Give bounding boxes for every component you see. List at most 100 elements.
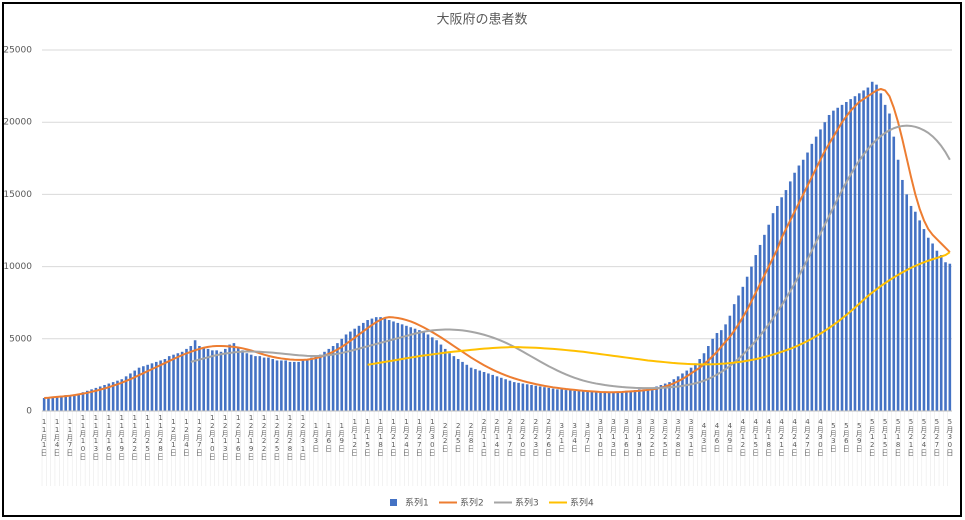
bar [124, 376, 128, 411]
bar [431, 337, 434, 411]
bar [314, 356, 318, 411]
bar [806, 152, 809, 412]
bar [853, 96, 857, 411]
bar [517, 382, 520, 411]
bar [573, 390, 576, 411]
bar [159, 360, 162, 411]
bar [254, 356, 257, 411]
x-tick-label: 1月6日 [325, 422, 333, 453]
x-tick-label: 12月22日 [260, 414, 268, 461]
bar [297, 361, 300, 411]
x-tick-label: 1月21日 [389, 418, 397, 457]
bar [914, 211, 917, 411]
bar [211, 350, 214, 411]
x-tick-label: 3月28日 [674, 418, 682, 457]
bar [625, 390, 628, 411]
x-tick-label: 4月18日 [765, 418, 773, 457]
bar [495, 376, 499, 411]
x-tick-label: 3月10日 [597, 418, 605, 457]
bar [422, 331, 425, 411]
bar [763, 234, 766, 411]
y-tick-label: 25000 [3, 46, 32, 56]
bar [236, 347, 240, 411]
bar [228, 344, 231, 411]
bar [331, 346, 335, 411]
bar [47, 397, 50, 411]
x-tick-label: 11月4日 [53, 418, 61, 457]
bar [262, 357, 266, 411]
bar [469, 367, 473, 411]
bar [905, 194, 909, 411]
bar [487, 373, 490, 411]
bar [392, 321, 395, 411]
x-tick-label: 3月19日 [635, 418, 643, 457]
bar [103, 385, 106, 411]
bar [836, 107, 840, 411]
bar [327, 348, 331, 411]
bar [318, 354, 322, 411]
bar [439, 344, 443, 411]
bar [732, 304, 736, 411]
x-tick-label: 3月1日 [558, 422, 566, 453]
x-tick-label: 12月28日 [286, 414, 294, 461]
bar [862, 90, 865, 411]
bar [724, 324, 727, 411]
bar [564, 390, 568, 411]
bar [452, 356, 456, 411]
y-tick-label: 5000 [9, 334, 32, 344]
x-tick-label: 1月3日 [312, 422, 320, 453]
bar [116, 380, 119, 411]
bar [616, 391, 620, 411]
bar [293, 361, 296, 411]
bar [788, 181, 792, 411]
x-tick-label: 12月16日 [234, 414, 242, 461]
x-tick-label: 4月24日 [791, 418, 799, 457]
bar [797, 165, 801, 411]
bar [146, 364, 149, 411]
bar [323, 351, 326, 411]
x-tick-label: 12月4日 [182, 418, 190, 457]
bar [111, 382, 115, 411]
chart-title: 大阪府の患者数 [436, 13, 527, 28]
bar [655, 386, 658, 411]
bar [642, 389, 645, 411]
bar [870, 81, 874, 411]
bar [267, 357, 270, 411]
y-tick-label: 20000 [3, 118, 32, 128]
bar [896, 159, 900, 411]
bar [685, 370, 689, 411]
bar [163, 359, 167, 411]
x-tick-label: 4月27日 [804, 418, 812, 457]
x-tick-label: 12月31日 [299, 414, 307, 461]
x-tick-label: 3月22日 [648, 418, 656, 457]
legend-swatch [390, 499, 397, 506]
bar [819, 129, 822, 412]
bar [81, 392, 85, 411]
bar [551, 388, 555, 411]
bar [875, 84, 878, 411]
bar [776, 205, 779, 411]
bar [646, 388, 650, 411]
bar [543, 387, 546, 411]
bar [215, 350, 218, 411]
bar [42, 398, 46, 411]
x-tick-label: 4月15日 [752, 418, 760, 457]
bar [396, 322, 400, 411]
bar [426, 334, 430, 411]
x-tick-label: 2月14日 [493, 418, 501, 457]
bar [491, 374, 494, 411]
bar [258, 356, 262, 411]
legend-label: 系列3 [515, 497, 539, 509]
bar [456, 359, 460, 411]
x-tick-label: 11月7日 [66, 418, 74, 457]
bar [284, 360, 287, 411]
bar [711, 338, 714, 411]
x-tick-label: 12月25日 [273, 414, 281, 461]
bar [344, 334, 348, 411]
bar [754, 255, 758, 411]
bar [823, 122, 827, 411]
bar [771, 213, 775, 411]
bar [206, 348, 210, 411]
x-tick-label: 5月9日 [855, 422, 863, 453]
